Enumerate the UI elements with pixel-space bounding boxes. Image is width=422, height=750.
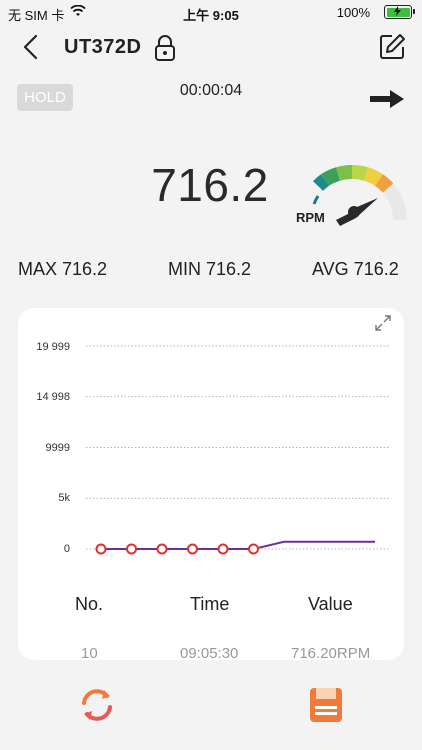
table-cell-value: 716.20RPM	[291, 645, 371, 662]
min-stat: MIN 716.2	[168, 259, 252, 279]
carrier-label: 无 SIM 卡	[8, 8, 65, 23]
chart-card	[18, 308, 404, 660]
wifi-icon	[70, 5, 86, 16]
y-tick-label: 0	[63, 543, 70, 555]
status-bar: 无 SIM 卡 上午 9:05 100%	[0, 0, 422, 24]
data-point	[187, 543, 198, 555]
save-icon[interactable]	[308, 686, 344, 724]
edit-icon[interactable]	[378, 33, 406, 61]
expand-icon[interactable]	[374, 314, 392, 332]
status-time: 上午 9:05	[183, 8, 239, 23]
data-point	[217, 543, 229, 555]
refresh-icon[interactable]	[78, 686, 116, 724]
battery-icon	[384, 5, 415, 19]
data-point	[126, 543, 137, 555]
bottom-toolbar	[0, 660, 422, 750]
y-tick-label: 14 998	[36, 391, 70, 403]
column-header-time: Time	[190, 594, 230, 614]
max-stat: MAX 716.2	[18, 259, 108, 279]
column-header-value: Value	[308, 594, 353, 614]
column-header-no: No.	[75, 594, 104, 614]
avg-stat: AVG 716.2	[312, 259, 399, 279]
y-tick-label: 9999	[45, 442, 70, 454]
elapsed-timer: 00:00:04	[179, 82, 243, 99]
data-point	[248, 543, 259, 555]
line-chart	[86, 345, 390, 555]
rpm-gauge: RPM	[296, 165, 407, 226]
page-title: UT372D	[64, 36, 142, 58]
table-cell-no: 10	[81, 645, 98, 662]
data-point	[156, 543, 168, 555]
chevron-left-icon[interactable]	[22, 34, 40, 60]
battery-percent: 100%	[336, 5, 370, 20]
main-reading: 716.2	[151, 159, 269, 211]
y-tick-label: 19 999	[36, 341, 70, 353]
data-point	[95, 543, 107, 555]
series-line	[101, 540, 375, 550]
gauge-unit-label: RPM	[296, 210, 325, 225]
arrow-right-icon[interactable]	[368, 88, 406, 110]
table-cell-time: 09:05:30	[180, 645, 239, 662]
lock-icon[interactable]	[153, 34, 177, 62]
y-tick-label: 5k	[58, 492, 70, 504]
hold-button[interactable]: HOLD	[17, 84, 73, 111]
